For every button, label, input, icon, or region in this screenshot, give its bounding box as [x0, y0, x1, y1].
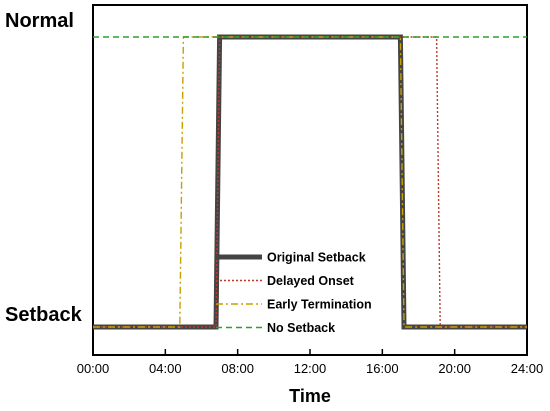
legend: Original Setback Delayed Onset Early Termi… [216, 251, 372, 335]
legend-label: Original Setback [267, 251, 366, 265]
x-tick-label: 20:00 [438, 361, 471, 376]
y-level-normal: Normal [5, 10, 74, 32]
legend-label: Delayed Onset [267, 274, 355, 288]
x-tick-label: 08:00 [221, 361, 254, 376]
legend-label: No Setback [267, 321, 335, 335]
x-tick-label: 24:00 [511, 361, 544, 376]
x-tick-label: 00:00 [77, 361, 110, 376]
series-layer [93, 34, 527, 330]
x-axis-title: Time [289, 386, 331, 406]
x-tick-label: 04:00 [149, 361, 182, 376]
x-axis-ticks: 00:00 04:00 08:00 12:00 16:00 20:00 24:00 [77, 349, 544, 376]
series-line-early-termination [93, 36, 527, 328]
legend-label: Early Termination [267, 298, 372, 312]
x-tick-label: 16:00 [366, 361, 399, 376]
x-tick-label: 12:00 [294, 361, 327, 376]
y-level-setback: Setback [5, 304, 83, 326]
